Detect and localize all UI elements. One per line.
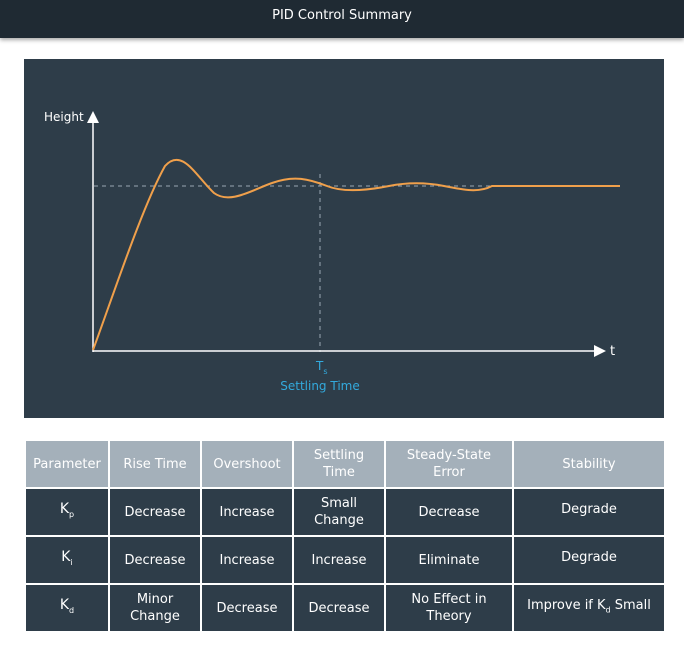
- rise-time-cell: Minor Change: [108, 583, 202, 633]
- parameter-cell: Ki: [24, 535, 110, 585]
- stability-cell: Improve if Kd Small: [512, 583, 666, 633]
- steady-state-error-cell: No Effect in Theory: [384, 583, 514, 633]
- step-response-diagram: Height t Ts Settling Time: [24, 59, 664, 418]
- step-response-svg: Height t Ts Settling Time: [44, 110, 620, 393]
- header-rise-time: Rise Time: [108, 439, 202, 489]
- y-axis-label: Height: [44, 110, 84, 124]
- settling-time-cell: Small Change: [292, 487, 386, 537]
- settling-time-cell: Decrease: [292, 583, 386, 633]
- table-row-kd: Kd Minor Change Decrease Decrease No Eff…: [24, 583, 666, 633]
- overshoot-cell: Increase: [200, 487, 294, 537]
- stability-cell: Degrade: [512, 535, 666, 585]
- overshoot-cell: Increase: [200, 535, 294, 585]
- rise-time-cell: Decrease: [108, 535, 202, 585]
- x-axis-label: t: [610, 344, 615, 359]
- table-header-row: Parameter Rise Time Overshoot Settling T…: [24, 439, 666, 489]
- overshoot-cell: Decrease: [200, 583, 294, 633]
- stability-cell: Degrade: [512, 487, 666, 537]
- pid-effects-table: Parameter Rise Time Overshoot Settling T…: [24, 439, 666, 633]
- parameter-cell: Kd: [24, 583, 110, 633]
- table-row-kp: Kp Decrease Increase Small Change Decrea…: [24, 487, 666, 537]
- settling-time-cell: Increase: [292, 535, 386, 585]
- settling-time-symbol: Ts: [315, 359, 328, 376]
- header-stability: Stability: [512, 439, 666, 489]
- page-title: PID Control Summary: [272, 8, 412, 23]
- header-overshoot: Overshoot: [200, 439, 294, 489]
- header-settling-time: Settling Time: [292, 439, 386, 489]
- top-bar: PID Control Summary: [0, 0, 684, 38]
- response-curve: [92, 158, 620, 351]
- rise-time-cell: Decrease: [108, 487, 202, 537]
- table-row-ki: Ki Decrease Increase Increase Eliminate …: [24, 535, 666, 585]
- steady-state-error-cell: Eliminate: [384, 535, 514, 585]
- settling-time-caption: Settling Time: [280, 379, 359, 393]
- parameter-cell: Kp: [24, 487, 110, 537]
- header-parameter: Parameter: [24, 439, 110, 489]
- steady-state-error-cell: Decrease: [384, 487, 514, 537]
- header-steady-state-error: Steady-State Error: [384, 439, 514, 489]
